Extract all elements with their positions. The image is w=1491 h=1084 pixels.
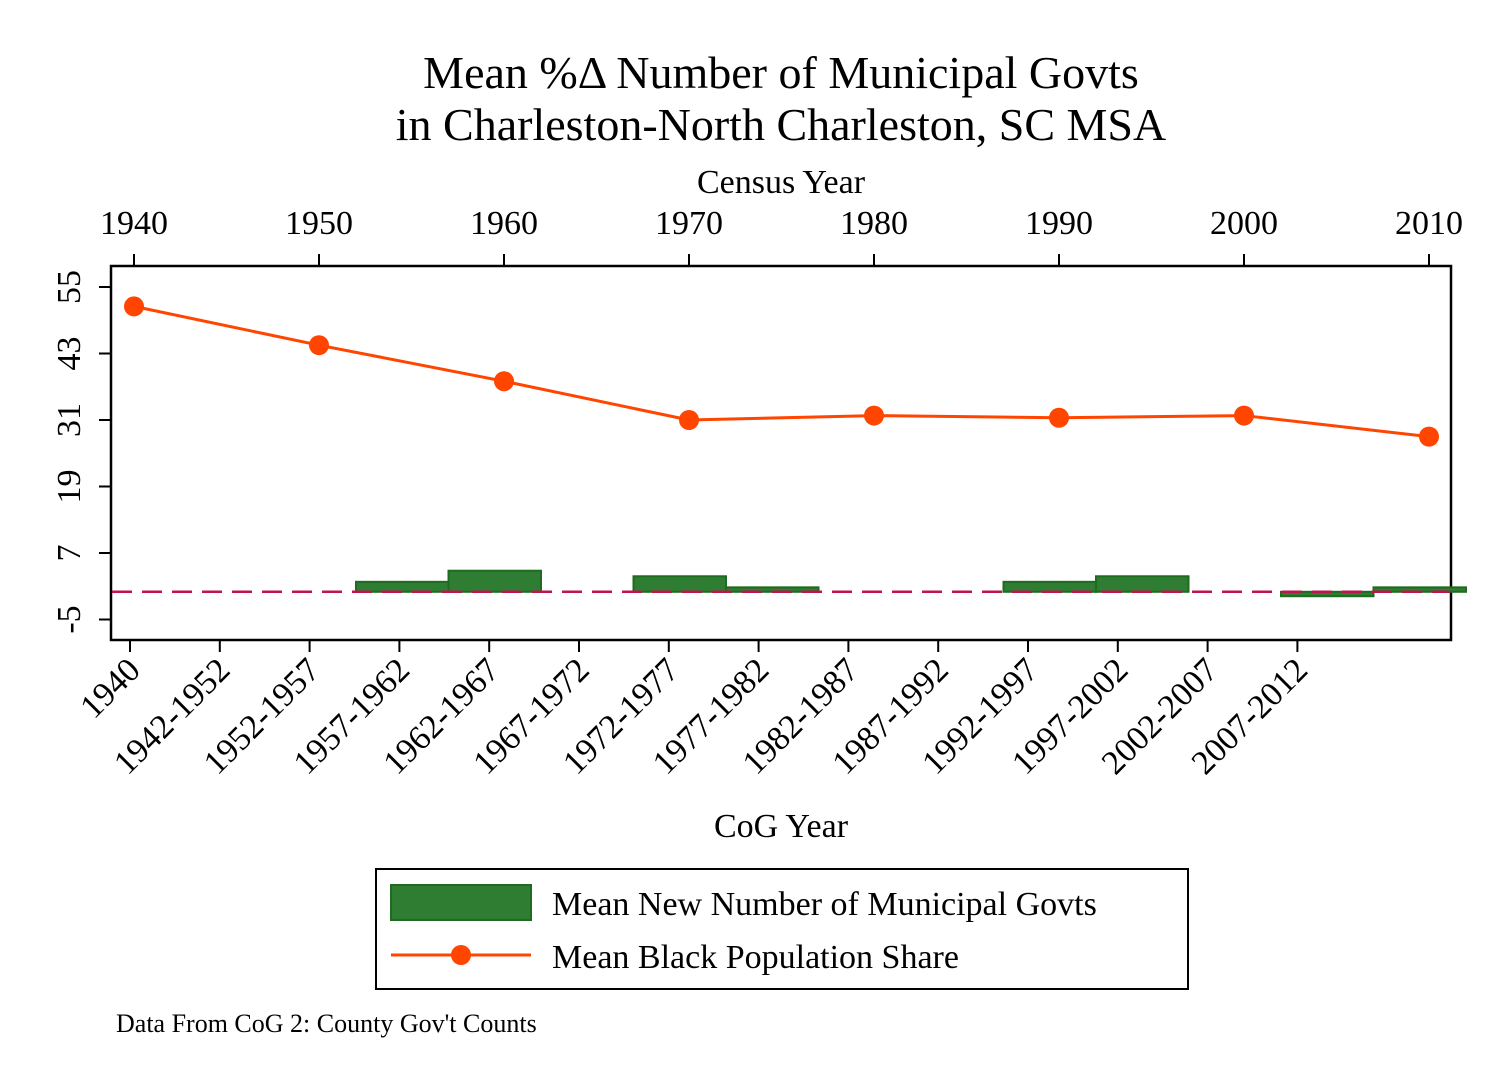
data-point: [1234, 405, 1254, 426]
line-series: [124, 296, 1439, 447]
top-axis-tick-label: 2000: [1210, 205, 1278, 242]
bottom-axis-title: CoG Year: [714, 808, 849, 845]
y-axis-tick-label: 31: [51, 403, 88, 437]
legend-label-bars: Mean New Number of Municipal Govts: [552, 886, 1097, 923]
bar: [1002, 580, 1097, 593]
plot-area: [109, 264, 1453, 642]
data-point: [1049, 407, 1069, 428]
bar: [447, 569, 542, 593]
legend-bar-swatch: [390, 884, 532, 921]
series-line: [133, 304, 1430, 439]
y-axis-tick-label: 55: [51, 270, 88, 304]
bottom-axis-ticks: 19401942-19521952-19571957-19621962-1967…: [73, 640, 1315, 782]
data-point: [124, 296, 144, 317]
legend: Mean New Number of Municipal Govts Mean …: [375, 868, 1189, 990]
y-axis-tick-label: -5: [51, 605, 88, 633]
y-axis-tick-label: 7: [51, 545, 88, 562]
legend-label-line: Mean Black Population Share: [552, 939, 959, 976]
data-point: [864, 405, 884, 426]
y-axis-tick-label: 19: [51, 470, 88, 504]
top-axis-title: Census Year: [697, 164, 866, 201]
legend-box: [375, 868, 1189, 990]
bar: [355, 580, 450, 593]
top-axis-tick-label: 1950: [285, 205, 353, 242]
bottom-axis-tick-label: 1940: [73, 651, 147, 725]
bar-series: [355, 569, 1467, 598]
y-axis-tick-label: 43: [51, 337, 88, 371]
top-axis-tick-label: 1970: [655, 205, 723, 242]
top-axis-ticks: 1940 1950 1960 1970 1980 1990 2000 2010: [100, 205, 1463, 266]
chart-title-line-1: Mean %Δ Number of Municipal Govts: [423, 47, 1139, 98]
top-axis-tick-label: 1980: [840, 205, 908, 242]
bar: [632, 575, 727, 593]
data-point: [494, 371, 514, 392]
data-point: [1419, 426, 1439, 447]
chart-title-line-2: in Charleston-North Charleston, SC MSA: [396, 99, 1166, 150]
data-point: [309, 335, 329, 356]
top-axis-tick-label: 1990: [1025, 205, 1093, 242]
top-axis-tick-label: 2010: [1395, 205, 1463, 242]
y-axis-ticks: -5 7 19 31 43 55: [51, 270, 111, 634]
legend-marker-swatch: [451, 945, 471, 965]
top-axis-tick-label: 1940: [100, 205, 168, 242]
bar: [1095, 575, 1190, 593]
source-note: Data From CoG 2: County Gov't Counts: [116, 1009, 537, 1038]
top-axis-tick-label: 1960: [470, 205, 538, 242]
data-point: [679, 410, 699, 430]
